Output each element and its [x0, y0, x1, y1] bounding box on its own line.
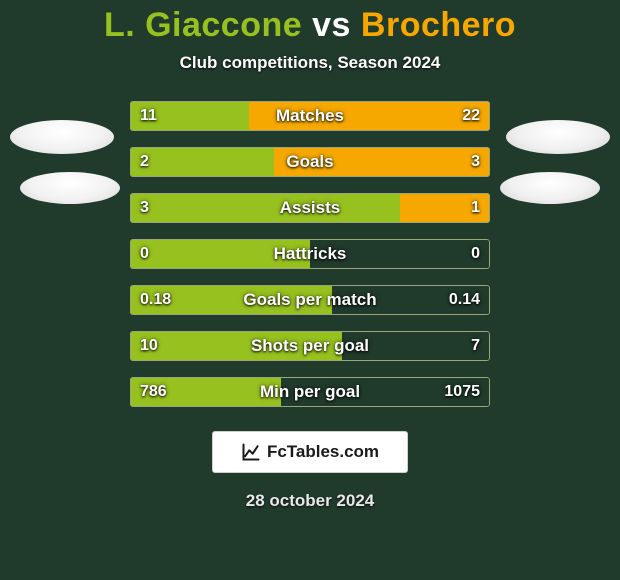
- player1-club-logo: [20, 172, 120, 204]
- metric-row: Matches1122: [130, 101, 490, 131]
- metric-fill-right: [400, 193, 490, 223]
- comparison-card: L. Giaccone vs Brochero Club competition…: [0, 0, 620, 580]
- source-badge-text: FcTables.com: [267, 442, 379, 462]
- footer-date: 28 october 2024: [0, 491, 620, 511]
- player2-name: Brochero: [361, 6, 516, 44]
- metric-rows: Matches1122 Goals23 Assists31 Hattricks00 Go…: [130, 101, 490, 407]
- metric-fill-left: [130, 147, 274, 177]
- metric-fill-left: [130, 193, 400, 223]
- metric-value-right: 0: [471, 245, 480, 263]
- player1-photo: [10, 120, 114, 154]
- metric-fill-left: [130, 101, 249, 131]
- metric-fill-left: [130, 285, 332, 315]
- metric-fill-right: [274, 147, 490, 177]
- player1-name: L. Giaccone: [104, 6, 302, 44]
- page-title: L. Giaccone vs Brochero: [0, 6, 620, 45]
- metric-fill-left: [130, 239, 310, 269]
- metric-row: Goals23: [130, 147, 490, 177]
- metric-row: Goals per match0.180.14: [130, 285, 490, 315]
- metric-row: Assists31: [130, 193, 490, 223]
- metric-value-right: 0.14: [449, 291, 480, 309]
- player2-photo: [506, 120, 610, 154]
- metric-fill-right: [249, 101, 490, 131]
- metric-row: Hattricks00: [130, 239, 490, 269]
- metric-fill-left: [130, 377, 281, 407]
- metric-row: Shots per goal107: [130, 331, 490, 361]
- metric-value-right: 7: [471, 337, 480, 355]
- player2-club-logo: [500, 172, 600, 204]
- metric-row: Min per goal7861075: [130, 377, 490, 407]
- source-badge[interactable]: FcTables.com: [212, 431, 408, 473]
- metric-fill-left: [130, 331, 342, 361]
- vs-separator: vs: [312, 6, 351, 44]
- metric-value-right: 1075: [444, 383, 480, 401]
- chart-icon: [241, 442, 261, 462]
- subtitle: Club competitions, Season 2024: [0, 53, 620, 73]
